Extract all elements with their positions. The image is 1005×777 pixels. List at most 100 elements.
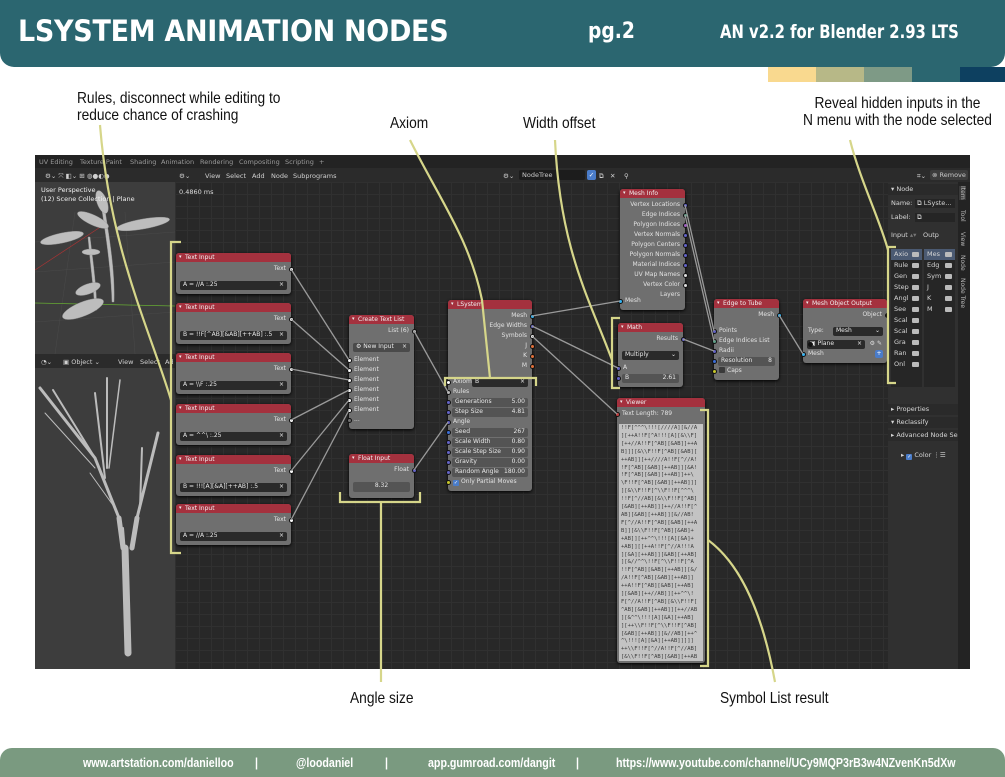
remove-button[interactable]: ⊗ Remove <box>930 170 968 180</box>
property-field[interactable]: Step Size 4.81 <box>452 408 528 417</box>
clear-icon[interactable]: × <box>856 340 862 347</box>
menu-subprograms[interactable]: Subprograms <box>293 172 337 180</box>
link-youtube[interactable]: https://www.youtube.com/channel/UCy9MQP3… <box>616 755 956 770</box>
node-create-text-list[interactable]: Create Text List List (6) ⚙ New Input × Elem… <box>346 315 417 429</box>
node-header[interactable]: Text Input <box>176 353 291 362</box>
text-field[interactable]: A = //A :.25 × <box>180 532 287 541</box>
node-header[interactable]: Edge to Tube <box>714 299 779 308</box>
socket[interactable] <box>288 417 294 423</box>
list-item[interactable]: J <box>924 282 955 293</box>
socket[interactable] <box>529 363 535 369</box>
text-field[interactable]: ▣ Plane × <box>807 340 865 349</box>
property-field[interactable]: Scale Width 0.80 <box>452 438 528 447</box>
socket[interactable] <box>445 429 451 435</box>
socket[interactable] <box>445 469 451 475</box>
socket[interactable] <box>346 397 352 403</box>
monitor-icon[interactable] <box>912 285 919 290</box>
list-item[interactable]: Ran <box>891 348 922 359</box>
clear-icon[interactable]: × <box>401 343 407 350</box>
tab-item[interactable]: Item <box>959 186 966 200</box>
node-header[interactable]: Text Input <box>176 253 291 262</box>
menu-add[interactable]: Add <box>252 172 265 180</box>
panel-advanced-node-settings[interactable]: ▸ Advanced Node Se <box>888 430 958 441</box>
socket[interactable] <box>800 351 806 357</box>
editor-type-icon[interactable]: ◔⌄ <box>41 358 53 366</box>
socket[interactable] <box>711 328 717 334</box>
tab-view[interactable]: View <box>959 232 966 247</box>
socket[interactable] <box>346 367 352 373</box>
socket[interactable] <box>346 377 352 383</box>
socket[interactable] <box>529 313 535 319</box>
property-field[interactable]: Scale Step Size 0.90 <box>452 448 528 457</box>
socket[interactable] <box>614 411 620 417</box>
add-button[interactable]: + <box>875 350 883 358</box>
socket[interactable] <box>288 468 294 474</box>
pin-icon[interactable]: ⚲ <box>624 172 629 180</box>
list-item[interactable]: M <box>924 304 955 315</box>
dropdown[interactable]: Mesh ⌄ <box>833 327 883 336</box>
monitor-icon[interactable] <box>912 329 919 334</box>
socket[interactable] <box>411 467 417 473</box>
monitor-icon[interactable] <box>912 307 919 312</box>
property-field[interactable]: B 2.61 <box>622 374 679 383</box>
socket[interactable] <box>529 343 535 349</box>
list-item[interactable]: Gen <box>891 271 922 282</box>
node-math[interactable]: Math Results Multiply ⌄ AB 2.61 <box>615 323 686 387</box>
monitor-icon[interactable] <box>912 263 919 268</box>
color-toggle[interactable]: ▸ ✓ Color ⋮☰ <box>901 451 946 460</box>
property-field[interactable]: Gravity 0.00 <box>452 458 528 467</box>
list-item[interactable]: Step <box>891 282 922 293</box>
add-workspace-button[interactable]: + <box>319 158 325 166</box>
list-item[interactable]: Angl <box>891 293 922 304</box>
node-header[interactable]: LSystem <box>448 300 532 309</box>
socket[interactable] <box>445 389 451 395</box>
list-item[interactable]: See <box>891 304 922 315</box>
node-header[interactable]: Text Input <box>176 455 291 464</box>
text-field[interactable]: B = !!![A][&A][++AB] :.5 × <box>180 483 287 492</box>
socket[interactable] <box>808 341 813 347</box>
socket[interactable] <box>529 323 535 329</box>
input-list[interactable]: Axio Rule Gen Step Angl See Scal Scal Gra Ran Onl <box>891 249 922 387</box>
clear-icon[interactable]: × <box>278 483 284 490</box>
label-field[interactable]: ⧉ <box>915 213 955 222</box>
tab-uv-editing[interactable]: UV Editing <box>39 158 73 166</box>
socket[interactable] <box>346 387 352 393</box>
node-header[interactable]: Text Input <box>176 504 291 513</box>
property-field[interactable]: Seed 267 <box>452 428 528 437</box>
socket[interactable] <box>711 368 717 374</box>
list-item[interactable]: Rule <box>891 260 922 271</box>
socket[interactable] <box>445 439 451 445</box>
clear-icon[interactable]: × <box>278 532 284 539</box>
node-text-input[interactable]: Text Input Text A = \\F :.25 × <box>176 353 294 394</box>
monitor-icon[interactable] <box>912 362 919 367</box>
text-field[interactable]: A = \\F :.25 × <box>180 381 287 390</box>
monitor-icon[interactable] <box>945 307 952 312</box>
socket[interactable] <box>445 409 451 415</box>
tab-texture-paint[interactable]: Texture Paint <box>80 158 122 166</box>
menu-select[interactable]: Select <box>226 172 247 180</box>
socket[interactable] <box>288 266 294 272</box>
list-item[interactable]: Onl <box>891 359 922 370</box>
list-item[interactable]: Scal <box>891 315 922 326</box>
socket[interactable] <box>617 298 623 304</box>
socket[interactable] <box>445 459 451 465</box>
socket[interactable] <box>776 312 782 318</box>
socket[interactable] <box>615 365 621 371</box>
editor-type-icon[interactable]: ⚙⌄ <box>179 172 191 180</box>
monitor-icon[interactable] <box>912 318 919 323</box>
socket[interactable] <box>288 517 294 523</box>
socket[interactable] <box>445 479 451 485</box>
socket[interactable] <box>682 262 688 268</box>
socket[interactable] <box>445 419 451 425</box>
node-header[interactable]: Viewer <box>617 398 705 407</box>
node-text-input[interactable]: Text Input Text A = //A :.25 × <box>176 253 294 294</box>
socket[interactable] <box>711 338 717 344</box>
list-item[interactable]: Gra <box>891 337 922 348</box>
socket[interactable] <box>680 336 686 342</box>
node-header[interactable]: Text Input <box>176 404 291 413</box>
node-section-header[interactable]: ▾ Node <box>888 184 958 195</box>
property-field[interactable]: Resolution 8 <box>718 357 775 366</box>
socket[interactable] <box>711 358 717 364</box>
node-text-input[interactable]: Text Input Text A = ^^\ :.25 × <box>176 404 294 445</box>
